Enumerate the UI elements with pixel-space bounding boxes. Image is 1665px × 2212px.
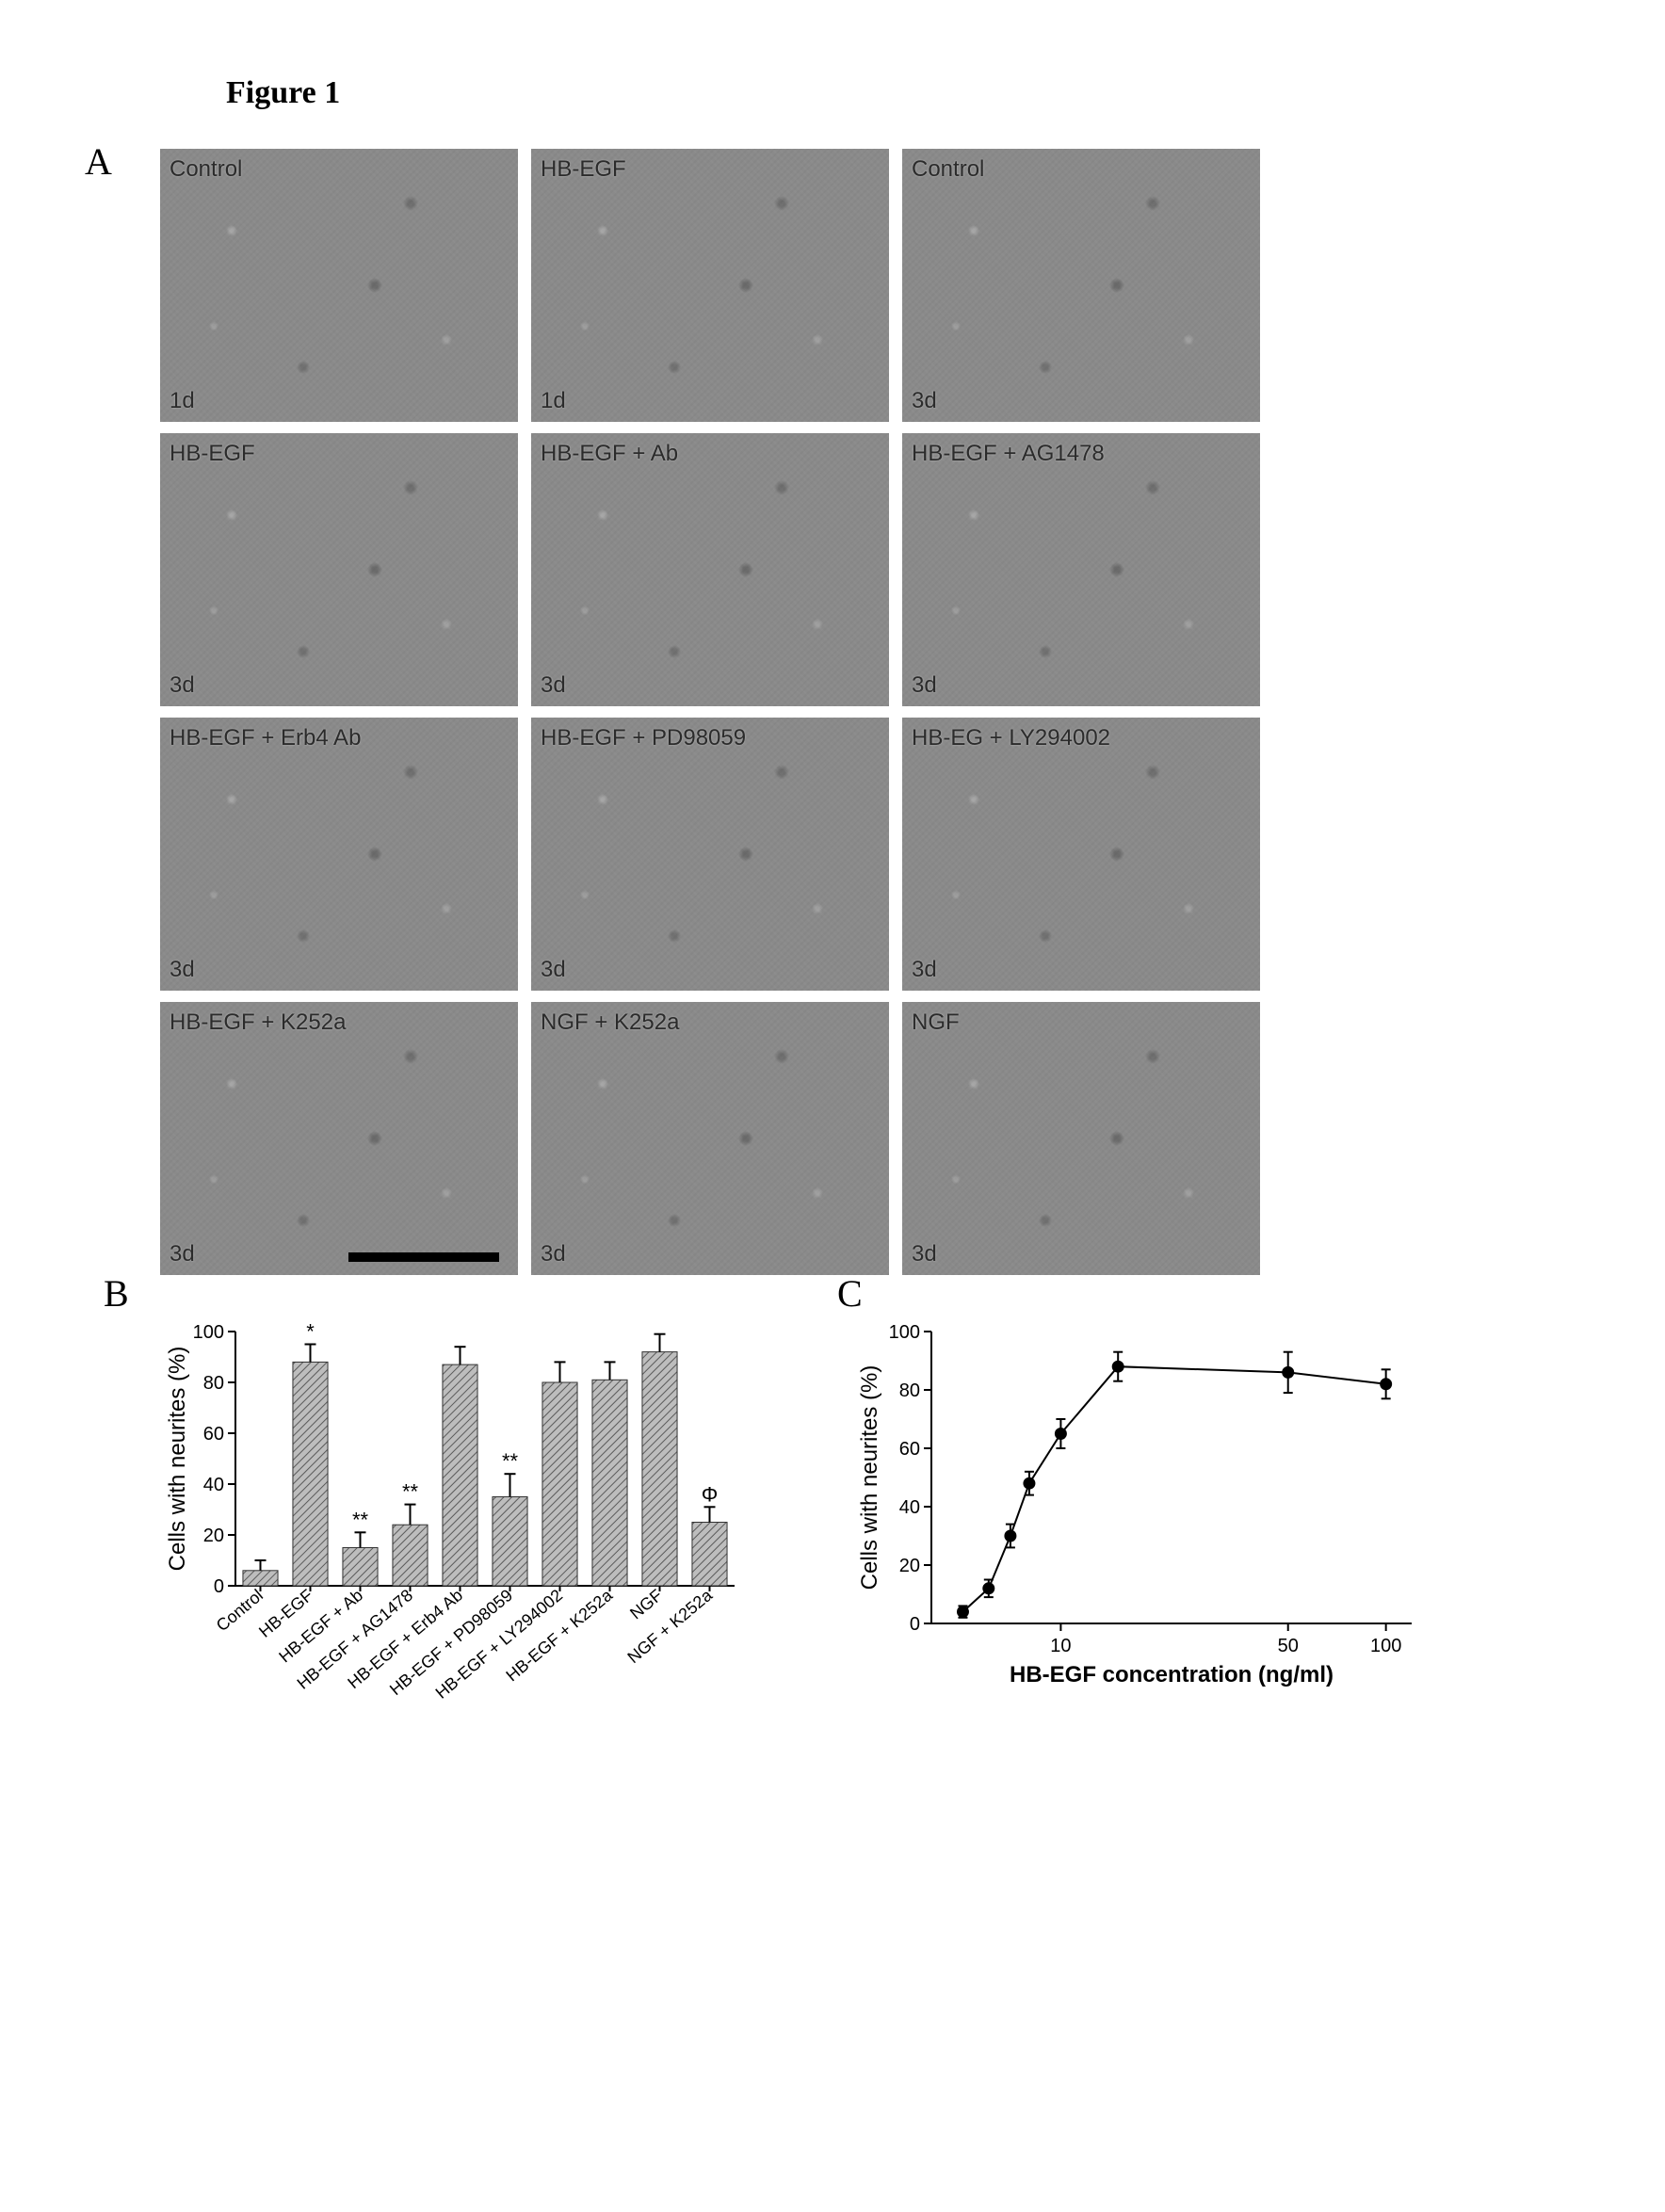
svg-text:60: 60 xyxy=(899,1439,920,1460)
svg-text:*: * xyxy=(306,1320,315,1344)
micrograph: HB-EGF + K252a 3d xyxy=(160,1002,518,1275)
svg-text:0: 0 xyxy=(910,1614,920,1635)
micrograph-timepoint-label: 3d xyxy=(541,957,566,983)
micrograph: HB-EGF + Erb4 Ab 3d xyxy=(160,718,518,991)
bottom-row: B 020406080100Cells with neurites (%)Con… xyxy=(160,1313,1514,1765)
micrograph-timepoint-label: 3d xyxy=(170,672,195,699)
svg-text:**: ** xyxy=(402,1480,419,1504)
micrograph-timepoint-label: 3d xyxy=(912,957,937,983)
micrograph-condition-label: Control xyxy=(170,156,242,183)
micrograph: HB-EGF 1d xyxy=(531,149,889,422)
bar-chart: 020406080100Cells with neurites (%)Contr… xyxy=(160,1313,744,1765)
svg-text:80: 80 xyxy=(899,1380,920,1401)
micrograph-grid: Control1dHB-EGF1dControl3dHB-EGF3dHB-EGF… xyxy=(160,149,1514,1275)
micrograph-condition-label: HB-EGF + Erb4 Ab xyxy=(170,725,361,751)
micrograph: HB-EGF + PD98059 3d xyxy=(531,718,889,991)
svg-text:NGF + K252a: NGF + K252a xyxy=(624,1585,717,1667)
micrograph: HB-EGF + Ab 3d xyxy=(531,433,889,706)
micrograph: Control 1d xyxy=(160,149,518,422)
svg-text:50: 50 xyxy=(1278,1636,1299,1656)
micrograph-condition-label: HB-EGF + Ab xyxy=(541,441,678,467)
svg-text:**: ** xyxy=(502,1449,519,1473)
svg-text:0: 0 xyxy=(214,1576,224,1597)
micrograph-condition-label: NGF + K252a xyxy=(541,1009,679,1036)
svg-text:100: 100 xyxy=(889,1322,920,1343)
svg-text:Cells with neurites (%): Cells with neurites (%) xyxy=(857,1365,882,1590)
micrograph-condition-label: Control xyxy=(912,156,984,183)
micrograph-timepoint-label: 3d xyxy=(541,1241,566,1267)
micrograph-condition-label: NGF xyxy=(912,1009,960,1036)
micrograph-timepoint-label: 3d xyxy=(912,1241,937,1267)
micrograph: HB-EG + LY294002 3d xyxy=(902,718,1260,991)
micrograph-timepoint-label: 3d xyxy=(912,388,937,414)
panel-c-label: C xyxy=(837,1271,863,1316)
micrograph: Control 3d xyxy=(902,149,1260,422)
micrograph-timepoint-label: 3d xyxy=(170,957,195,983)
micrograph-condition-label: HB-EGF + PD98059 xyxy=(541,725,746,751)
svg-text:20: 20 xyxy=(203,1526,224,1546)
micrograph-condition-label: HB-EGF + K252a xyxy=(170,1009,346,1036)
svg-text:**: ** xyxy=(352,1508,369,1531)
svg-text:60: 60 xyxy=(203,1424,224,1445)
micrograph-timepoint-label: 3d xyxy=(912,672,937,699)
svg-text:Φ: Φ xyxy=(702,1482,719,1506)
figure-title: Figure 1 xyxy=(226,75,1514,111)
micrograph-timepoint-label: 3d xyxy=(541,672,566,699)
svg-text:Cells with neurites (%): Cells with neurites (%) xyxy=(165,1347,190,1572)
micrograph-timepoint-label: 3d xyxy=(170,1241,195,1267)
micrograph-timepoint-label: 1d xyxy=(170,388,195,414)
panel-c: C 0204060801001050100Cells with neurites… xyxy=(847,1313,1514,1765)
micrograph-condition-label: HB-EG + LY294002 xyxy=(912,725,1110,751)
svg-text:40: 40 xyxy=(899,1497,920,1518)
svg-text:HB-EGF concentration (ng/ml): HB-EGF concentration (ng/ml) xyxy=(1010,1662,1334,1687)
svg-text:20: 20 xyxy=(899,1556,920,1576)
svg-text:40: 40 xyxy=(203,1475,224,1495)
micrograph: NGF + K252a 3d xyxy=(531,1002,889,1275)
scale-bar xyxy=(348,1252,499,1262)
micrograph-condition-label: HB-EGF xyxy=(541,156,626,183)
svg-text:10: 10 xyxy=(1050,1636,1071,1656)
panel-b: B 020406080100Cells with neurites (%)Con… xyxy=(160,1313,828,1765)
micrograph-condition-label: HB-EGF + AG1478 xyxy=(912,441,1105,467)
micrograph: HB-EGF 3d xyxy=(160,433,518,706)
panel-a: A Control1dHB-EGF1dControl3dHB-EGF3dHB-E… xyxy=(151,149,1514,1275)
svg-text:100: 100 xyxy=(1370,1636,1401,1656)
micrograph-condition-label: HB-EGF xyxy=(170,441,255,467)
panel-b-label: B xyxy=(104,1271,129,1316)
micrograph: HB-EGF + AG1478 3d xyxy=(902,433,1260,706)
micrograph: NGF 3d xyxy=(902,1002,1260,1275)
line-chart: 0 20 40 60 80 100 10 50 100 Cells with neurites (… xyxy=(847,1313,1431,1699)
svg-text:100: 100 xyxy=(193,1322,224,1343)
micrograph-timepoint-label: 1d xyxy=(541,388,566,414)
svg-text:80: 80 xyxy=(203,1373,224,1394)
panel-a-label: A xyxy=(85,139,112,184)
